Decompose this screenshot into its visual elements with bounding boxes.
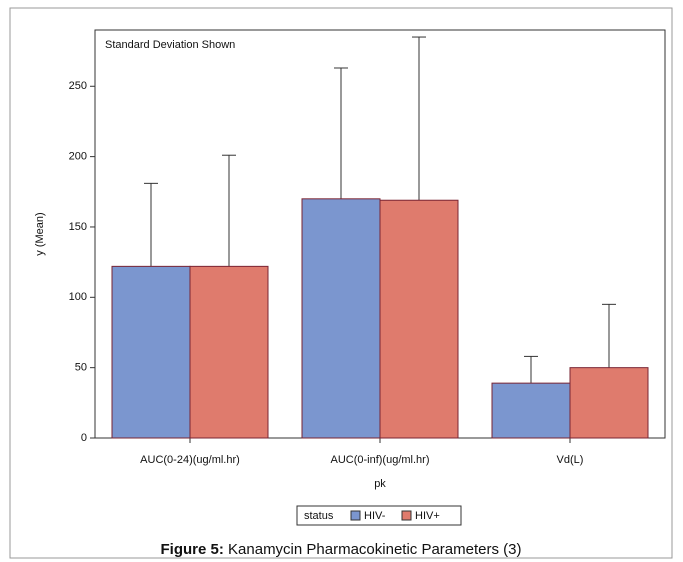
bar <box>379 199 459 439</box>
x-tick-label: AUC(0-24)(ug/ml.hr) <box>140 454 240 466</box>
legend-swatch <box>350 510 361 521</box>
legend-label: HIV- <box>364 510 386 522</box>
outer-frame <box>9 7 673 559</box>
y-tick-label: 50 <box>75 362 87 374</box>
y-tick-label: 250 <box>69 80 87 92</box>
caption: Figure 5: Kanamycin Pharmacokinetic Para… <box>161 541 522 558</box>
x-axis-label: pk <box>374 478 386 490</box>
x-tick-label: Vd(L) <box>557 454 584 466</box>
y-tick-label: 100 <box>69 291 87 303</box>
y-tick-label: 0 <box>81 432 87 444</box>
caption-text: Kanamycin Pharmacokinetic Parameters (3) <box>228 541 521 558</box>
bar <box>111 265 191 439</box>
bar <box>569 367 649 439</box>
y-tick-label: 200 <box>69 151 87 163</box>
bar <box>491 382 571 439</box>
y-axis-label: y (Mean) <box>34 212 46 255</box>
legend-label: HIV+ <box>415 510 440 522</box>
x-tick-label: AUC(0-inf)(ug/ml.hr) <box>330 454 429 466</box>
bar <box>189 265 269 439</box>
annotation: Standard Deviation Shown <box>105 39 235 51</box>
legend-swatch <box>401 510 412 521</box>
legend-frame <box>296 505 462 526</box>
y-tick-label: 150 <box>69 221 87 233</box>
bar <box>301 198 381 439</box>
legend-title: status <box>304 510 334 522</box>
caption-label: Figure 5: <box>161 541 224 558</box>
